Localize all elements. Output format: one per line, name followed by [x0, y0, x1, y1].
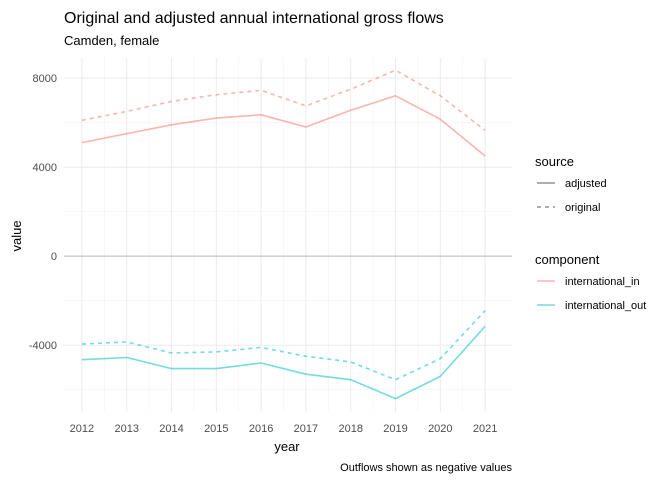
y-tick-label: 4000 — [33, 162, 57, 174]
y-tick-label: -4000 — [29, 340, 57, 352]
x-tick-label: 2021 — [473, 423, 497, 435]
x-tick-label: 2020 — [428, 423, 452, 435]
legend-title-source: source — [535, 154, 574, 169]
x-tick-label: 2015 — [204, 423, 228, 435]
x-tick-label: 2018 — [338, 423, 362, 435]
x-tick-label: 2012 — [70, 423, 94, 435]
x-tick-label: 2014 — [159, 423, 183, 435]
legend-label-international_out: international_out — [565, 300, 646, 312]
x-tick-label: 2013 — [114, 423, 138, 435]
chart-subtitle: Camden, female — [64, 33, 159, 48]
legend-label-original: original — [565, 202, 600, 214]
series-line-international_out-original — [81, 310, 486, 381]
legend-label-adjusted: adjusted — [565, 178, 607, 190]
legend-title-component: component — [535, 252, 600, 267]
series-line-international_in-adjusted — [81, 95, 486, 157]
y-tick-label: 0 — [51, 251, 57, 263]
y-axis-title: value — [9, 220, 24, 251]
chart-title: Original and adjusted annual internation… — [64, 10, 444, 27]
y-axis-ticks: -4000 0 4000 8000 — [29, 73, 57, 352]
x-axis-ticks: 2012 2013 2014 2015 2016 2017 2018 2019 2020 2021 — [70, 423, 498, 435]
minor-gridlines — [64, 58, 512, 412]
legend: source adjusted original component internati… — [535, 154, 646, 312]
y-tick-label: 8000 — [33, 73, 57, 85]
x-tick-label: 2017 — [294, 423, 318, 435]
series-lines — [81, 69, 486, 400]
chart-caption: Outflows shown as negative values — [340, 462, 512, 474]
series-line-international_out-adjusted — [81, 325, 486, 400]
x-tick-label: 2019 — [383, 423, 407, 435]
legend-label-international_in: international_in — [565, 276, 640, 288]
x-tick-label: 2016 — [249, 423, 273, 435]
x-axis-title: year — [274, 439, 300, 454]
